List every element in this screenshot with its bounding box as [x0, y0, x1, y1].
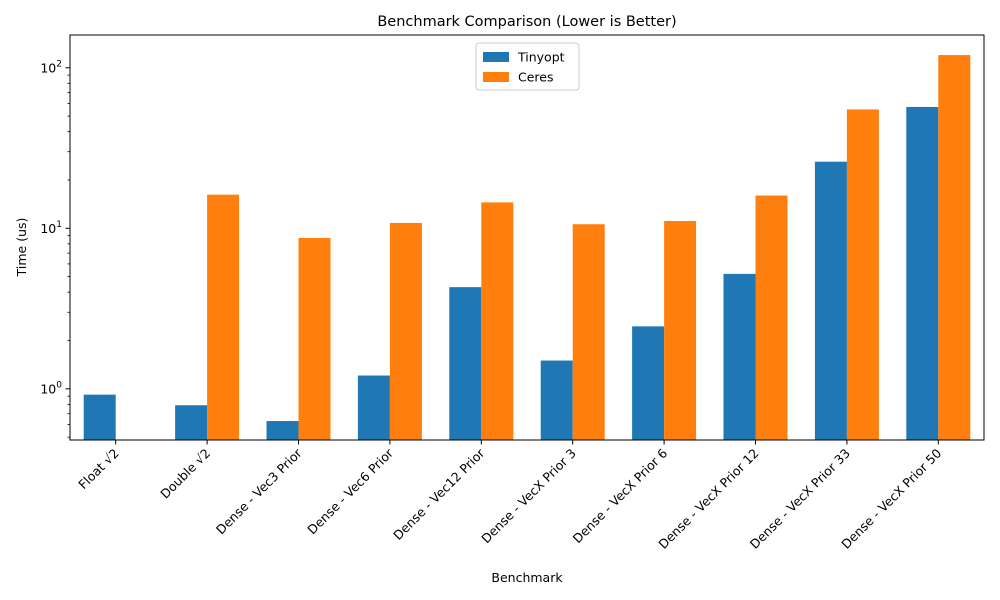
- y-tick-label: 102: [40, 59, 62, 75]
- legend-label-ceres: Ceres: [518, 70, 554, 85]
- bar-ceres-6: [664, 221, 697, 440]
- bar-ceres-2: [298, 238, 331, 440]
- legend: Tinyopt Ceres: [475, 42, 580, 91]
- y-axis-label: Time (us): [14, 218, 29, 278]
- bar-tinyopt-8: [814, 161, 847, 440]
- bar-ceres-4: [481, 202, 514, 440]
- bar-ceres-3: [389, 222, 422, 440]
- plot-frame: [69, 34, 985, 441]
- legend-label-tinyopt: Tinyopt: [517, 50, 565, 65]
- bar-tinyopt-0: [83, 394, 116, 440]
- bar-tinyopt-1: [175, 405, 208, 440]
- legend-swatch-ceres: [483, 72, 509, 82]
- bar-tinyopt-3: [357, 375, 390, 440]
- legend-swatch-tinyopt: [483, 52, 509, 62]
- bar-ceres-5: [572, 224, 605, 440]
- bar-tinyopt-9: [906, 106, 939, 441]
- bar-tinyopt-7: [723, 273, 756, 440]
- bar-tinyopt-6: [632, 326, 665, 440]
- chart-title: Benchmark Comparison (Lower is Better): [377, 14, 676, 30]
- bar-ceres-9: [938, 55, 971, 441]
- bar-ceres-8: [846, 109, 879, 440]
- bar-ceres-1: [207, 194, 240, 440]
- bar-tinyopt-2: [266, 421, 299, 440]
- bar-ceres-7: [755, 195, 788, 440]
- y-tick-label: 100: [40, 380, 62, 396]
- x-axis-label: Benchmark: [491, 570, 563, 585]
- bar-tinyopt-5: [540, 360, 573, 440]
- bar-tinyopt-4: [449, 287, 482, 440]
- y-tick-label: 101: [40, 220, 62, 236]
